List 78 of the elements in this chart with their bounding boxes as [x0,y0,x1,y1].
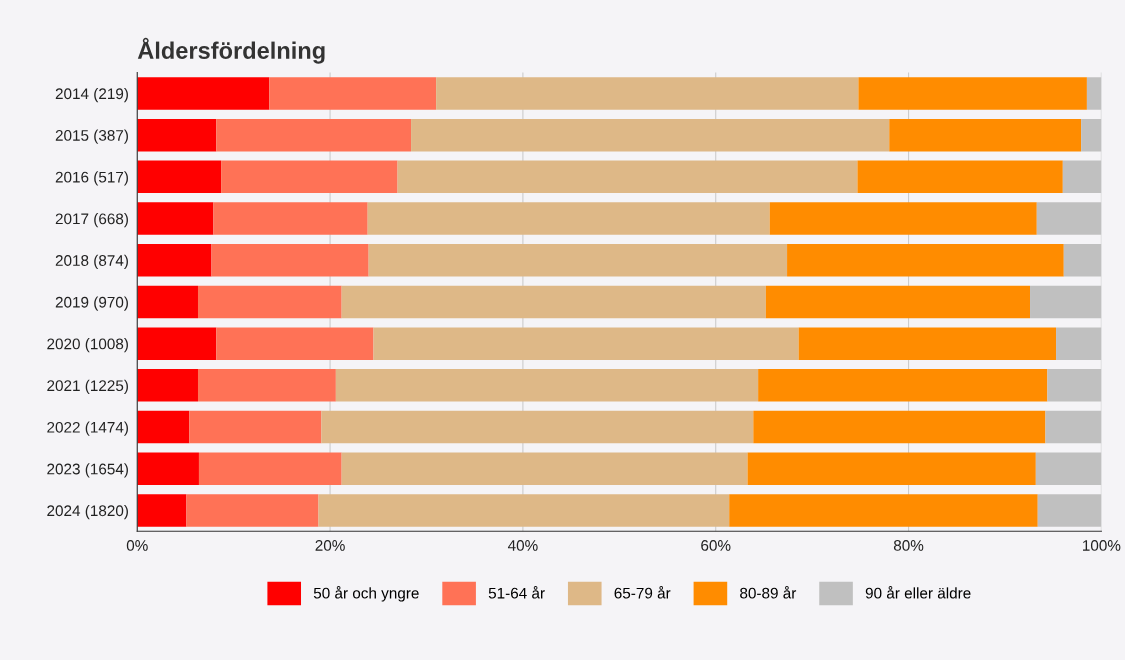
bar [321,410,754,444]
bar [367,202,770,235]
x-tick-label: 20% [315,540,345,551]
y-tick-label: 2020 (1008) [47,338,128,353]
bar [213,202,368,235]
bar [747,452,1036,486]
y-tick-label: 2022 (1474) [47,421,128,436]
bar [436,77,859,110]
bar [341,452,748,486]
bar [411,118,890,152]
y-tick-label: 2014 (219) [55,87,128,103]
bar [269,77,437,110]
bar [211,243,369,277]
bar [1063,243,1102,277]
bar [137,369,198,402]
y-tick-label: 2021 (1225) [47,379,128,395]
bar [186,494,319,527]
legend-label: 90 år eller äldre [865,586,971,599]
bar [1037,494,1102,527]
y-tick-label: 2015 (387) [55,129,128,144]
bar [1081,118,1102,152]
bar [857,160,1063,194]
bar [197,369,336,402]
bar [1036,202,1102,235]
bar [137,410,190,444]
y-tick-label: 2023 (1654) [47,463,128,478]
bar [758,369,1048,402]
bar [858,77,1087,110]
bar [137,202,214,235]
bar [1035,452,1102,486]
bar [889,118,1082,152]
bar [373,327,799,360]
bar [137,77,270,110]
legend-label: 80-89 år [740,586,797,599]
y-tick-label: 2016 (517) [55,171,128,186]
bar [197,285,342,319]
bar [787,243,1064,277]
bar [1062,160,1102,194]
bar [137,243,212,277]
legend-label: 65-79 år [614,586,671,599]
bar [753,410,1046,444]
bar [335,369,759,402]
x-tick-label: 80% [893,540,924,551]
bar [137,118,217,152]
bar [1047,369,1102,402]
x-tick-label: 40% [507,540,538,551]
bar [769,202,1037,235]
bar [137,494,187,527]
bar [137,452,199,486]
bar [1056,327,1102,360]
bar [368,243,788,277]
bar [397,160,858,194]
y-tick-label: 2019 (970) [55,296,128,311]
chart-title: Åldersfördelning [137,37,325,64]
bar [216,327,374,360]
y-tick-label: 2024 (1820) [47,504,128,520]
bar [341,285,766,319]
bar [189,410,322,444]
legend-label: 51-64 år [488,586,545,599]
bar [798,327,1057,360]
y-tick-label: 2018 (874) [55,254,128,269]
bar [137,160,222,194]
bar [198,452,342,486]
bar [137,327,217,360]
bar [1086,77,1102,110]
bar [137,285,198,319]
x-tick-label: 60% [701,540,731,551]
x-tick-label: 0% [126,540,148,551]
bar [729,494,1038,527]
bar [221,160,398,194]
x-tick-label: 100% [1083,540,1121,551]
bar [216,118,412,152]
bar [1030,285,1102,319]
bar [1045,410,1102,444]
bar [318,494,730,527]
bar [765,285,1031,319]
legend-label: 50 år och yngre [313,586,419,602]
y-tick-label: 2017 (668) [55,213,128,228]
